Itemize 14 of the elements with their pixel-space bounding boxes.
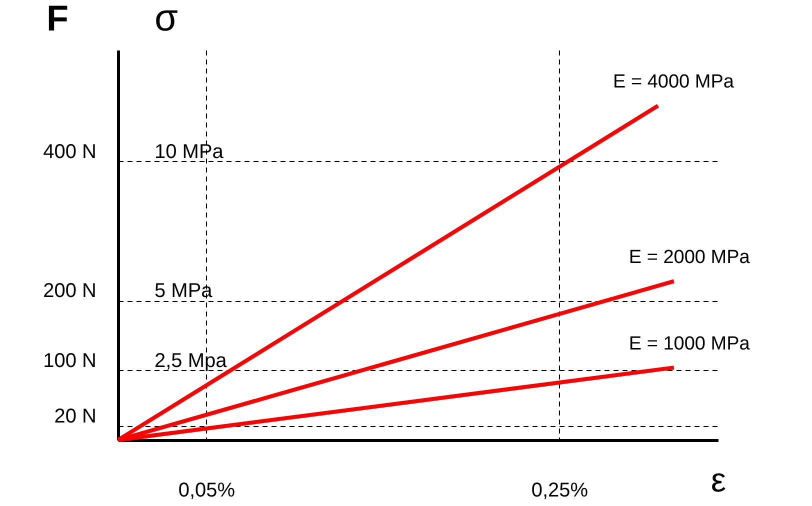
series-label: E = 1000 MPa [628,334,750,355]
y-tick-label: 10 MPa [154,140,224,163]
series-label: E = 4000 MPa [613,72,734,93]
y-tick-label: 5 MPa [154,280,214,302]
x-tick-label: 0,25% [531,480,588,502]
x-tick-label: 0,05% [178,480,236,502]
y-axis-title: σ [154,0,178,40]
y2-tick-label: 100 N [43,350,96,372]
series-label: E = 2000 MPa [628,247,750,268]
y2-tick-label: 20 N [54,406,96,428]
y2-axis-title: F [46,0,68,38]
x-axis-title: ε [710,462,726,500]
y2-tick-label: 200 N [43,280,96,302]
y2-tick-label: 400 N [43,140,96,163]
